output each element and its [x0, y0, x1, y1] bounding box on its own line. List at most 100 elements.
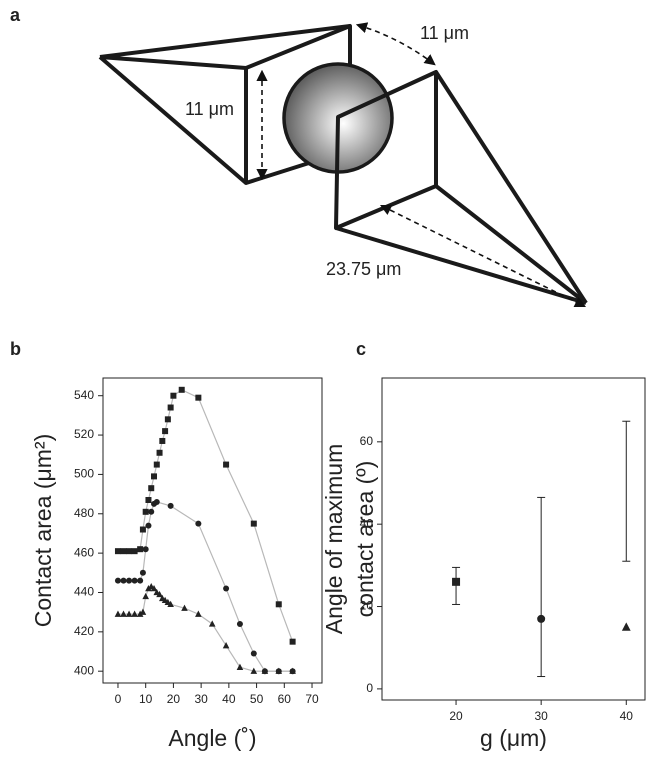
marker	[120, 610, 127, 617]
annotation: 11 μm	[420, 23, 469, 43]
plot-frame	[381, 377, 646, 701]
marker	[131, 610, 138, 617]
marker	[137, 577, 144, 584]
marker	[131, 548, 138, 555]
arrow	[379, 204, 587, 308]
marker	[208, 620, 216, 627]
marker	[151, 473, 158, 480]
y-tick-label: 480	[74, 506, 94, 520]
marker	[236, 620, 243, 627]
marker	[150, 584, 158, 592]
marker	[142, 508, 149, 515]
x-tick-label: 20	[167, 692, 181, 706]
marker	[114, 548, 121, 555]
marker	[139, 526, 146, 533]
panel-label: a	[10, 5, 21, 25]
panel-label: b	[10, 339, 21, 359]
edge	[98, 55, 248, 185]
marker	[145, 522, 152, 529]
y-tick-label: 540	[74, 388, 94, 402]
marker	[139, 569, 146, 576]
marker	[195, 394, 202, 401]
marker	[621, 622, 631, 631]
annotation: 23.75 μm	[326, 259, 401, 279]
marker	[195, 520, 202, 527]
marker	[159, 437, 166, 444]
marker	[142, 546, 149, 553]
y-tick-label: 500	[74, 467, 94, 481]
x-axis-label: g (μm)	[480, 725, 547, 751]
edge	[99, 24, 351, 59]
x-axis-label: Angle (˚)	[168, 725, 256, 751]
marker	[145, 584, 152, 592]
marker	[125, 610, 133, 617]
y-axis-label: Contact area (μm²)	[30, 434, 56, 627]
marker	[136, 610, 144, 617]
marker	[250, 520, 257, 527]
x-tick-label: 0	[115, 692, 122, 706]
plot-frame	[102, 377, 323, 684]
y-tick-label: 40	[360, 516, 374, 530]
annotation: 11 μm	[185, 99, 234, 119]
marker	[222, 642, 230, 649]
marker	[167, 502, 174, 509]
marker	[162, 428, 169, 435]
y-tick-label: 440	[74, 585, 94, 599]
marker	[452, 577, 461, 586]
marker	[167, 404, 174, 411]
marker	[178, 386, 185, 393]
y-tick-label: 60	[360, 434, 374, 448]
marker	[164, 416, 171, 423]
marker	[289, 667, 296, 674]
marker	[120, 577, 127, 584]
marker	[126, 548, 133, 555]
marker	[223, 585, 230, 592]
dimension-arrows	[256, 22, 587, 308]
x-tick-label: 30	[534, 709, 548, 723]
x-tick-label: 70	[305, 692, 319, 706]
marker	[120, 548, 127, 555]
x-tick-label: 40	[222, 692, 236, 706]
marker	[148, 485, 155, 492]
marker	[139, 608, 147, 615]
marker	[153, 461, 160, 468]
marker	[275, 667, 283, 674]
edge	[434, 70, 588, 305]
marker	[170, 392, 177, 399]
y-tick-label: 460	[74, 545, 94, 559]
marker	[250, 650, 257, 657]
marker	[167, 600, 174, 607]
marker	[195, 610, 202, 617]
y-tick-label: 0	[366, 681, 373, 695]
marker	[275, 601, 282, 608]
y-axis-label: contact area (º)	[352, 461, 378, 618]
marker	[142, 592, 149, 600]
y-tick-label: 400	[74, 663, 94, 677]
x-tick-label: 10	[139, 692, 153, 706]
marker	[250, 667, 258, 674]
x-tick-label: 60	[278, 692, 292, 706]
marker	[156, 590, 163, 598]
marker	[126, 577, 133, 584]
y-tick-label: 420	[74, 624, 94, 638]
marker	[148, 508, 155, 515]
panel-label: c	[356, 339, 366, 359]
x-tick-label: 40	[620, 709, 634, 723]
marker	[181, 604, 188, 611]
y-tick-label: 520	[74, 427, 94, 441]
y-tick-label: 20	[360, 599, 374, 613]
marker	[261, 667, 269, 674]
marker	[236, 663, 244, 670]
y-axis-label: Angle of maximum	[321, 444, 347, 634]
x-tick-label: 30	[194, 692, 208, 706]
marker	[156, 449, 163, 456]
marker	[114, 577, 121, 584]
edge	[99, 55, 247, 70]
marker	[145, 497, 152, 503]
marker	[537, 614, 546, 623]
series-line	[117, 585, 293, 672]
marker	[137, 546, 144, 553]
x-tick-label: 50	[250, 692, 264, 706]
marker	[289, 638, 296, 645]
